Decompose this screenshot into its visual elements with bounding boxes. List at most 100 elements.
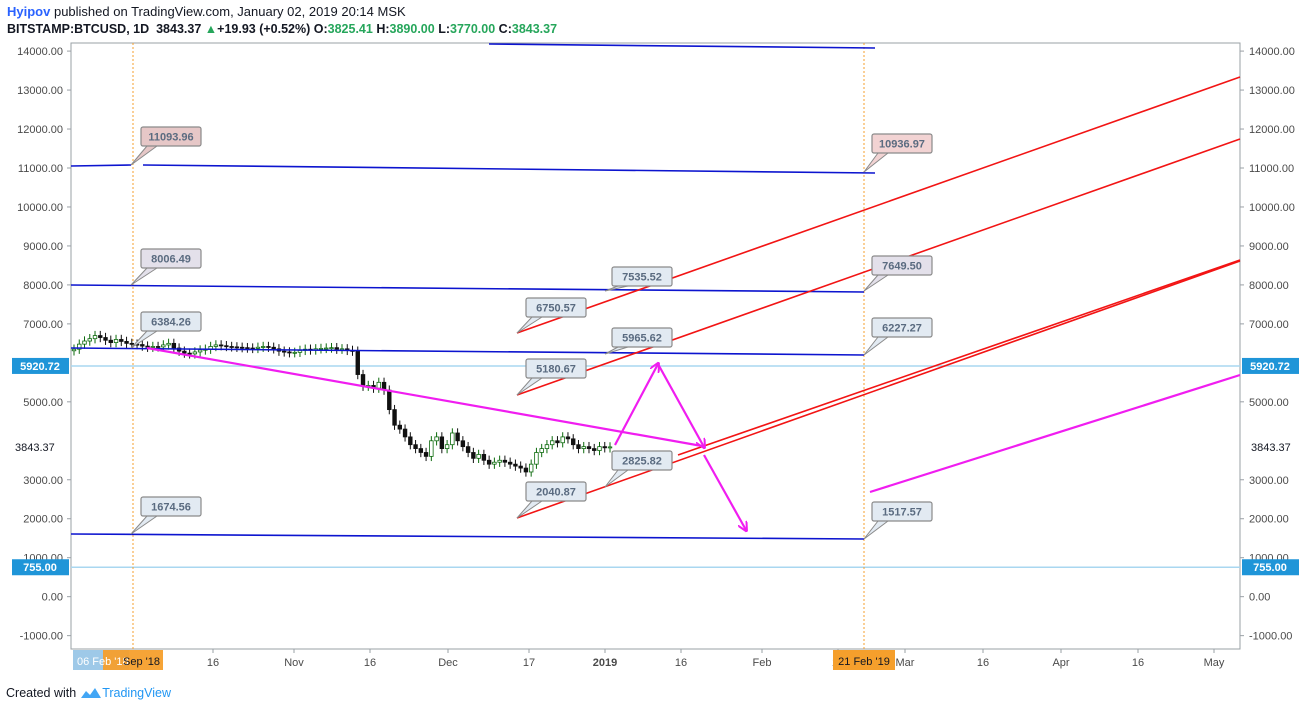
callout-label: 6750.57 bbox=[536, 303, 576, 315]
last-price: 3843.37 bbox=[156, 22, 202, 36]
candle-body bbox=[287, 351, 292, 354]
channel-line-8000[interactable] bbox=[70, 284, 865, 293]
candle-body bbox=[539, 448, 544, 453]
channel-line-11000-left[interactable] bbox=[70, 164, 132, 167]
candle-body bbox=[182, 350, 187, 354]
y-tick-label-right: 11000.00 bbox=[1249, 163, 1294, 175]
y-tick-label-left: 0.00 bbox=[42, 592, 63, 604]
x-tick-label: 17 bbox=[523, 657, 535, 669]
callout-box[interactable] bbox=[871, 501, 933, 522]
callout-pointer bbox=[863, 152, 889, 173]
y-tick-label-right: -1000.00 bbox=[1249, 631, 1292, 643]
author-link[interactable]: Hyipov bbox=[7, 4, 51, 19]
candle-body bbox=[234, 346, 240, 349]
candle-body bbox=[549, 440, 555, 446]
channel-line-11000[interactable] bbox=[142, 164, 876, 174]
callout-box[interactable] bbox=[140, 311, 202, 332]
candle-body bbox=[465, 446, 471, 453]
channel-line-top[interactable] bbox=[488, 43, 876, 49]
price-tag-right-bg bbox=[1242, 357, 1299, 374]
callout-box[interactable] bbox=[611, 327, 673, 348]
candle-body bbox=[124, 341, 129, 344]
candle-body bbox=[481, 454, 487, 461]
magenta-trend-line[interactable] bbox=[146, 346, 703, 448]
x-axis[interactable]: 16Nov16Dec17201916Feb16Mar16Apr16May06 F… bbox=[73, 649, 1225, 670]
publish-line: Hyipov published on TradingView.com, Jan… bbox=[7, 3, 1297, 20]
callout-label: 7649.50 bbox=[882, 261, 922, 273]
callout-box[interactable] bbox=[611, 450, 673, 471]
candle-body bbox=[523, 467, 529, 473]
candle-body bbox=[103, 337, 108, 341]
candle-body bbox=[507, 461, 513, 465]
magenta-arrow-down-2[interactable] bbox=[703, 454, 746, 530]
candle-body bbox=[429, 440, 434, 457]
callout-box[interactable] bbox=[611, 266, 673, 287]
candle-body bbox=[245, 347, 250, 350]
magenta-arrow-down[interactable] bbox=[657, 363, 704, 447]
candle-body bbox=[555, 440, 560, 444]
magenta-arrow-up[interactable] bbox=[614, 364, 658, 446]
callout-box[interactable] bbox=[525, 481, 587, 502]
drawings[interactable] bbox=[70, 43, 1241, 540]
change-arrow: ▲ bbox=[204, 22, 218, 36]
candle-body bbox=[255, 346, 261, 349]
y-axis-left[interactable]: 14000.00 13000.00 12000.00 11000.00 10000.00… bbox=[12, 46, 71, 643]
candle-body bbox=[260, 346, 266, 348]
callout-box[interactable] bbox=[871, 317, 933, 338]
trend-line-red-3b[interactable] bbox=[677, 259, 1241, 456]
callout-box[interactable] bbox=[871, 133, 933, 154]
close-label: C: bbox=[498, 22, 512, 36]
channel-line-1600[interactable] bbox=[70, 533, 865, 540]
callout-pointer bbox=[130, 267, 158, 286]
candle-body bbox=[129, 342, 135, 345]
candle-body bbox=[292, 351, 297, 354]
candle-body bbox=[98, 335, 103, 338]
candle-body bbox=[444, 444, 450, 449]
trend-line-red-3[interactable] bbox=[516, 260, 1241, 519]
candle-body bbox=[423, 452, 429, 457]
channel-line-6400[interactable] bbox=[70, 347, 865, 356]
y-tick-label-right: 8000.00 bbox=[1249, 280, 1289, 292]
tradingview-brand[interactable]: TradingView bbox=[80, 684, 171, 702]
candle-body bbox=[534, 452, 539, 465]
callout-box[interactable] bbox=[140, 496, 202, 517]
close-value: 3843.37 bbox=[511, 22, 558, 36]
candle-body bbox=[87, 338, 92, 342]
candle-body bbox=[171, 342, 177, 349]
trend-line-red-1[interactable] bbox=[516, 76, 1241, 334]
callout-box[interactable] bbox=[140, 126, 202, 147]
candle-body bbox=[544, 444, 550, 449]
candle-body bbox=[586, 446, 592, 449]
callout-pointer bbox=[863, 274, 889, 292]
y-tick-label-left: -1000.00 bbox=[20, 631, 63, 643]
callout-pointer bbox=[516, 377, 543, 396]
candle-body bbox=[492, 461, 497, 465]
tradingview-logo-icon bbox=[81, 688, 102, 698]
change-value: +19.93 (+0.52%) bbox=[217, 22, 311, 36]
callout-box[interactable] bbox=[525, 297, 587, 318]
candle-body bbox=[166, 342, 171, 346]
y-axis-right[interactable]: 14000.00 13000.00 12000.00 11000.00 10000.00… bbox=[1240, 46, 1304, 643]
y-tick-label-left: 11000.00 bbox=[18, 163, 63, 175]
x-tick-label: Feb bbox=[753, 657, 772, 669]
y-tick-label-left: 3000.00 bbox=[23, 475, 63, 487]
callout-box[interactable] bbox=[525, 358, 587, 379]
price-tag-left: 755.00 bbox=[23, 562, 57, 574]
y-tick-label-right: 3000.00 bbox=[1249, 475, 1289, 487]
callout-label: 5965.62 bbox=[622, 333, 662, 345]
price-callouts[interactable]: 11093.96 10936.97 8006.49 7535.52 7649.50 675… bbox=[130, 126, 933, 540]
y-tick-label-right: 10000.00 bbox=[1249, 202, 1295, 214]
callout-label: 1674.56 bbox=[151, 502, 191, 514]
x-tick-label: 16 bbox=[1132, 657, 1144, 669]
callout-pointer bbox=[130, 515, 158, 535]
magenta-trend-line-right[interactable] bbox=[869, 373, 1241, 494]
callout-box[interactable] bbox=[871, 255, 933, 276]
price-tag-left-bg bbox=[12, 559, 69, 576]
ohlc-line: BITSTAMP:BTCUSD, 1D 3843.37 ▲+19.93 (+0.… bbox=[7, 20, 1297, 38]
candle-body bbox=[460, 440, 466, 448]
y-tick-label-right: 2000.00 bbox=[1249, 514, 1289, 526]
callout-box[interactable] bbox=[140, 248, 202, 269]
candle-body bbox=[471, 452, 476, 459]
candle-body bbox=[402, 428, 408, 438]
